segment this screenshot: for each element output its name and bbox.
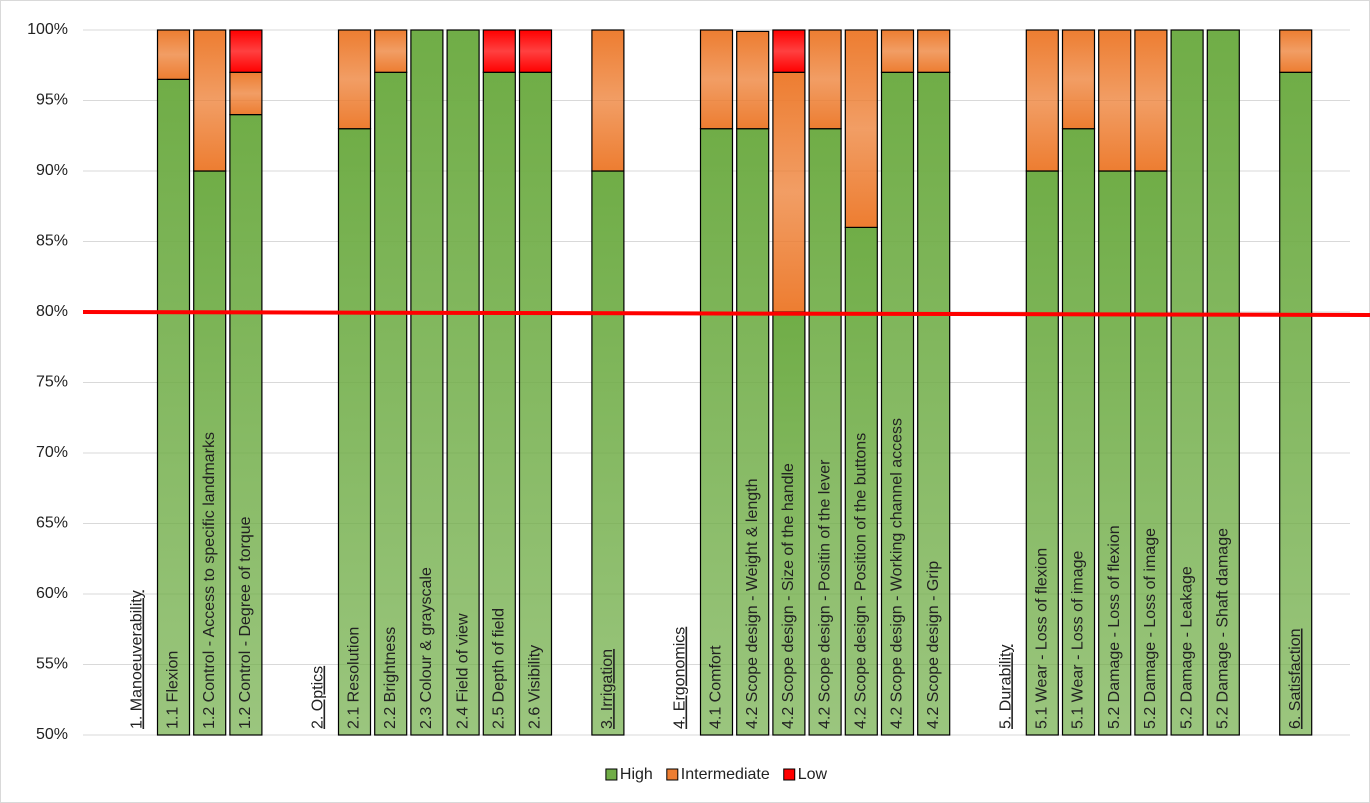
bar-segment: [772, 71, 806, 313]
bar-segment: [156, 29, 191, 80]
category-label: 5.1 Wear - Loss of image: [1070, 550, 1087, 729]
bar-segment: [1206, 29, 1240, 736]
category-label: 2.2 Brightness: [382, 627, 399, 729]
category-label: 5. Durability: [997, 645, 1014, 729]
bar-segment: [1098, 29, 1132, 172]
bar-segment: [880, 29, 915, 73]
bar-segment: [844, 29, 878, 228]
y-tick-label: 95%: [36, 92, 68, 109]
category-label: 5.1 Wear - Loss of flexion: [1034, 548, 1051, 729]
category-label: 4.1 Comfort: [708, 645, 725, 729]
category-label: 1.1 Flexion: [165, 651, 182, 729]
bar-segment: [1170, 29, 1204, 736]
bar-segment: [736, 30, 770, 130]
bar-segment: [1134, 29, 1168, 172]
bar-segment: [229, 71, 263, 116]
bar-segment: [229, 113, 263, 736]
bar-segment: [1098, 170, 1132, 736]
bar-segment: [1025, 170, 1059, 736]
category-label: 4.2 Scope design - Grip: [925, 561, 942, 729]
legend-swatch: [783, 768, 796, 781]
bar-segment: [1025, 29, 1059, 172]
legend-swatch: [666, 768, 679, 781]
bar-segment: [518, 71, 553, 736]
y-tick-label: 100%: [27, 21, 68, 38]
category-label: 2.4 Field of view: [454, 613, 471, 729]
bar-segment: [772, 311, 806, 736]
category-label: 4. Ergonomics: [672, 627, 689, 729]
category-label: 4.2 Scope design - Positin of the lever: [816, 459, 833, 729]
bar-segment: [337, 128, 372, 736]
y-tick-label: 65%: [36, 515, 68, 532]
bar-segment: [374, 29, 408, 73]
category-label: 2.1 Resolution: [346, 627, 363, 729]
category-label: 4.2 Scope design - Weight & length: [744, 478, 761, 729]
y-tick-label: 75%: [36, 374, 68, 391]
category-label: 3. Irrigation: [599, 649, 616, 729]
bar-segment: [917, 29, 951, 73]
y-tick-label: 60%: [36, 585, 68, 602]
y-tick-label: 90%: [36, 162, 68, 179]
category-label: 2. Optics: [310, 666, 327, 729]
legend-label: Low: [798, 766, 828, 783]
y-tick-label: 55%: [36, 656, 68, 673]
y-tick-label: 80%: [36, 303, 68, 320]
bar-segment: [917, 71, 951, 736]
category-label: 5.2 Damage - Shaft damage: [1215, 528, 1232, 729]
bar-segment: [591, 170, 625, 736]
category-label: 4.2 Scope design - Position of the butto…: [853, 433, 870, 729]
bar-segment: [1279, 29, 1313, 73]
legend-swatch: [605, 768, 618, 781]
bar-segment: [337, 29, 372, 130]
bar-segment: [229, 29, 263, 73]
category-label: 4.2 Scope design - Working channel acces…: [889, 418, 906, 729]
bar-segment: [1061, 29, 1096, 130]
bar-segment: [699, 29, 734, 130]
bar-segment: [410, 29, 444, 736]
category-label: 1.2 Control - Degree of torque: [237, 516, 254, 729]
category-label: 2.3 Colour & grayscale: [418, 567, 435, 729]
bar-segment: [1134, 170, 1168, 736]
category-label: 4.2 Scope design - Size of the handle: [780, 463, 797, 729]
y-tick-label: 50%: [36, 726, 68, 743]
legend-label: Intermediate: [681, 766, 770, 783]
legend-label: High: [620, 766, 653, 783]
category-label: 5.2 Damage - Leakage: [1178, 566, 1195, 729]
bar-segment: [482, 29, 516, 73]
bar-segment: [156, 78, 191, 736]
category-label: 5.2 Damage - Loss of image: [1142, 528, 1159, 729]
bar-segment: [736, 128, 770, 736]
bar-segment: [374, 71, 408, 736]
bar-segment: [446, 29, 480, 736]
bar-segment: [772, 29, 806, 73]
bar-segment: [699, 128, 734, 736]
legend: High Intermediate Low: [605, 766, 828, 783]
bar-segment: [193, 170, 227, 736]
bar-segment: [808, 29, 842, 130]
category-label: 1. Manoeuverability: [129, 590, 146, 729]
bar-segment: [518, 29, 553, 73]
category-label: 2.5 Depth of field: [491, 608, 508, 729]
category-label: 5.2 Damage - Loss of flexion: [1106, 525, 1123, 729]
bar-segment: [808, 128, 842, 736]
bar-segment: [1279, 71, 1313, 736]
bar-segment: [193, 29, 227, 172]
reference-line: [82, 310, 1370, 317]
bar-segment: [591, 29, 625, 172]
category-label: 6. Satisfaction: [1287, 629, 1304, 730]
y-tick-label: 70%: [36, 444, 68, 461]
category-label: 1.2 Control - Access to specific landmar…: [201, 432, 218, 729]
y-tick-label: 85%: [36, 233, 68, 250]
category-label: 2.6 Visibility: [527, 645, 544, 729]
